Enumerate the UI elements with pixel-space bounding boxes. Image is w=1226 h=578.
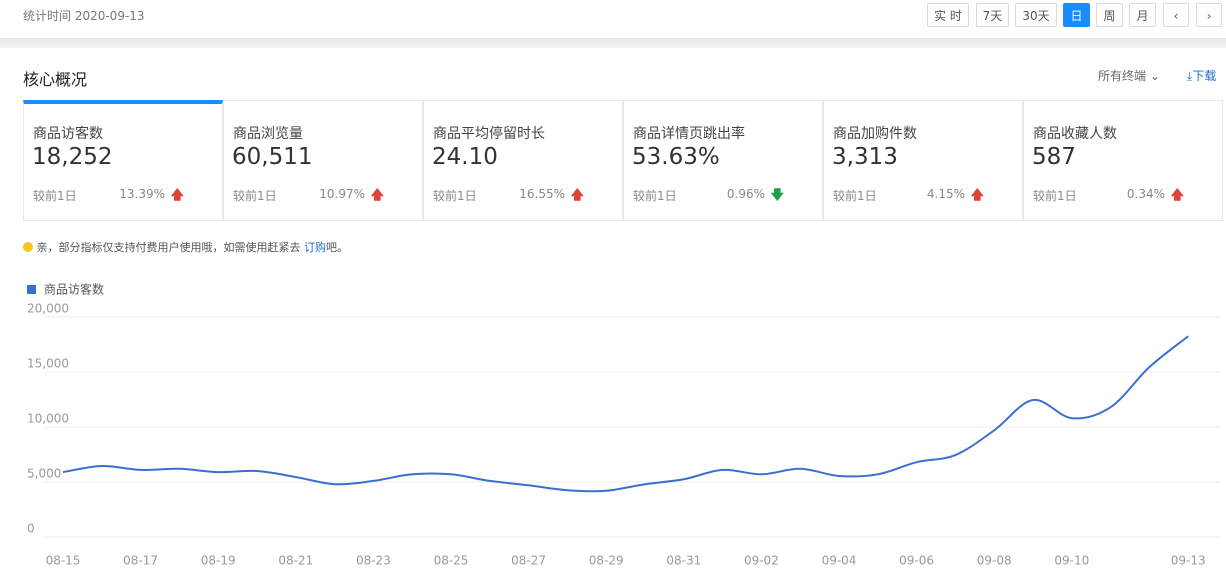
download-label: 下载 <box>1192 69 1217 83</box>
series-line <box>62 335 1189 493</box>
range-button[interactable]: 周 <box>1096 3 1123 27</box>
x-tick-label: 09-10 <box>1054 554 1089 568</box>
metric-name: 商品收藏人数 <box>1033 126 1117 142</box>
trend-arrow: 🡅 <box>370 188 384 203</box>
metric-card[interactable]: 商品详情页跳出率 53.63% 较前1日 0.96% 🡇 <box>623 100 823 221</box>
x-tick-label: 08-15 <box>46 554 81 568</box>
metric-card[interactable]: 商品访客数 18,252 较前1日 13.39% 🡅 <box>23 100 223 221</box>
range-button[interactable]: 月 <box>1129 3 1156 27</box>
divider <box>0 38 1226 48</box>
x-tick-label: 08-31 <box>666 554 701 568</box>
range-button[interactable]: 实 时 <box>927 3 969 27</box>
x-tick-label: 08-21 <box>278 554 313 568</box>
prev-button[interactable]: ‹ <box>1163 3 1189 27</box>
metric-value: 53.63% <box>632 144 720 170</box>
x-tick-label: 08-23 <box>356 554 391 568</box>
metric-compare: 较前1日 <box>33 189 77 203</box>
trend-arrow: 🡅 <box>1170 188 1184 203</box>
metric-value: 587 <box>1032 144 1076 170</box>
metric-name: 商品加购件数 <box>833 126 917 142</box>
metric-value: 24.10 <box>432 144 498 170</box>
x-tick-label: 08-19 <box>201 554 236 568</box>
x-tick-label: 09-04 <box>822 554 857 568</box>
metric-compare: 较前1日 <box>1033 189 1077 203</box>
range-button[interactable]: 30天 <box>1015 3 1057 27</box>
trend-arrow: 🡅 <box>970 188 984 203</box>
trend-arrow: 🡅 <box>570 188 584 203</box>
notice-icon <box>23 242 33 252</box>
metric-change: 16.55% <box>519 187 565 201</box>
download-link[interactable]: ⤓下载 <box>1187 69 1217 83</box>
notice: 亲，部分指标仅支持付费用户使用哦，如需使用赶紧去 订购吧。 <box>23 239 348 255</box>
x-tick-label: 08-29 <box>589 554 624 568</box>
metric-change: 4.15% <box>926 187 965 201</box>
metric-name: 商品平均停留时长 <box>433 126 545 142</box>
x-tick-label: 09-02 <box>744 554 779 568</box>
metric-change: 0.34% <box>1126 187 1165 201</box>
notice-suffix: 吧。 <box>326 241 348 254</box>
legend-label: 商品访客数 <box>44 282 104 297</box>
metric-compare: 较前1日 <box>633 189 677 203</box>
metric-name: 商品详情页跳出率 <box>633 126 745 142</box>
y-tick-label: 10,000 <box>27 412 69 426</box>
metric-change: 13.39% <box>119 187 165 201</box>
legend-swatch <box>27 285 36 294</box>
terminal-label: 所有终端 <box>1098 69 1147 83</box>
metric-value: 60,511 <box>232 144 313 170</box>
metric-compare: 较前1日 <box>833 189 877 203</box>
y-tick-label: 20,000 <box>27 302 69 316</box>
metric-value: 3,313 <box>832 144 898 170</box>
metric-card[interactable]: 商品浏览量 60,511 较前1日 10.97% 🡅 <box>223 100 423 221</box>
x-tick-label: 09-06 <box>899 554 934 568</box>
x-tick-label: 08-27 <box>511 554 546 568</box>
next-button[interactable]: › <box>1196 3 1222 27</box>
range-button[interactable]: 日 <box>1063 3 1090 27</box>
metric-compare: 较前1日 <box>433 189 477 203</box>
trend-arrow: 🡅 <box>170 188 184 203</box>
chart: 0 5,000 10,000 15,000 20,000 08-15 08-17 08-19 0… <box>27 282 1220 568</box>
metric-name: 商品访客数 <box>33 126 103 142</box>
metric-card[interactable]: 商品平均停留时长 24.10 较前1日 16.55% 🡅 <box>423 100 623 221</box>
section-title: 核心概况 <box>23 70 88 89</box>
y-tick-label: 0 <box>27 522 35 536</box>
metric-compare: 较前1日 <box>233 189 277 203</box>
trend-arrow: 🡇 <box>770 188 784 203</box>
range-button[interactable]: 7天 <box>976 3 1009 27</box>
notice-text: 亲，部分指标仅支持付费用户使用哦，如需使用赶紧去 <box>36 241 304 254</box>
order-link[interactable]: 订购 <box>304 241 326 254</box>
x-tick-label: 08-17 <box>123 554 158 568</box>
metric-value: 18,252 <box>32 144 113 170</box>
metric-change: 10.97% <box>319 187 365 201</box>
y-tick-label: 5,000 <box>27 467 61 481</box>
x-tick-label: 08-25 <box>434 554 469 568</box>
metric-card[interactable]: 商品收藏人数 587 较前1日 0.34% 🡅 <box>1023 100 1223 221</box>
terminal-select[interactable]: 所有终端 ⌄ <box>1098 69 1160 83</box>
date-label: 统计时间 2020-09-13 <box>23 9 145 23</box>
x-tick-label: 09-08 <box>977 554 1012 568</box>
metric-card[interactable]: 商品加购件数 3,313 较前1日 4.15% 🡅 <box>823 100 1023 221</box>
y-tick-label: 15,000 <box>27 357 69 371</box>
x-tick-label: 09-13 <box>1171 554 1206 568</box>
metric-name: 商品浏览量 <box>233 126 303 142</box>
metric-change: 0.96% <box>726 187 765 201</box>
